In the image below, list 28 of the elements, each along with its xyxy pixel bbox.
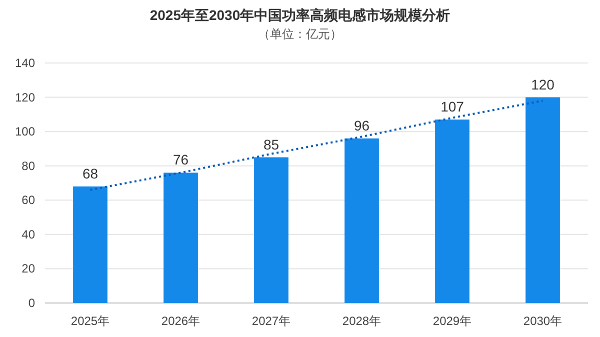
x-tick-label: 2026年 bbox=[161, 314, 200, 328]
y-tick-label: 120 bbox=[14, 90, 36, 104]
bar bbox=[254, 157, 288, 303]
x-tick-label: 2029年 bbox=[432, 314, 472, 328]
x-tick-label: 2025年 bbox=[70, 314, 110, 328]
bar bbox=[73, 186, 108, 303]
y-tick-label: 60 bbox=[22, 193, 36, 208]
data-label: 96 bbox=[354, 117, 370, 134]
y-tick-label: 0 bbox=[28, 296, 36, 310]
bar bbox=[435, 120, 470, 303]
data-label: 76 bbox=[172, 152, 189, 168]
bar bbox=[344, 138, 379, 303]
data-label: 107 bbox=[440, 98, 464, 115]
y-tick-label: 140 bbox=[14, 56, 36, 70]
data-label: 68 bbox=[82, 165, 98, 182]
y-tick-label: 40 bbox=[22, 227, 36, 242]
y-tick-label: 100 bbox=[14, 124, 36, 139]
y-tick-label: 80 bbox=[22, 158, 36, 173]
chart-title: 2025年至2030年中国功率高频电感市场规模分析 bbox=[150, 7, 450, 23]
data-label: 120 bbox=[531, 76, 555, 92]
y-tick-label: 20 bbox=[22, 262, 36, 276]
x-tick-label: 2027年 bbox=[252, 314, 291, 328]
x-tick-label: 2028年 bbox=[342, 314, 382, 328]
chart-subtitle: （单位：亿元） bbox=[258, 27, 342, 41]
bar bbox=[164, 172, 198, 303]
data-label: 85 bbox=[263, 136, 280, 152]
bar bbox=[526, 97, 560, 303]
x-tick-label: 2030年 bbox=[523, 314, 562, 328]
